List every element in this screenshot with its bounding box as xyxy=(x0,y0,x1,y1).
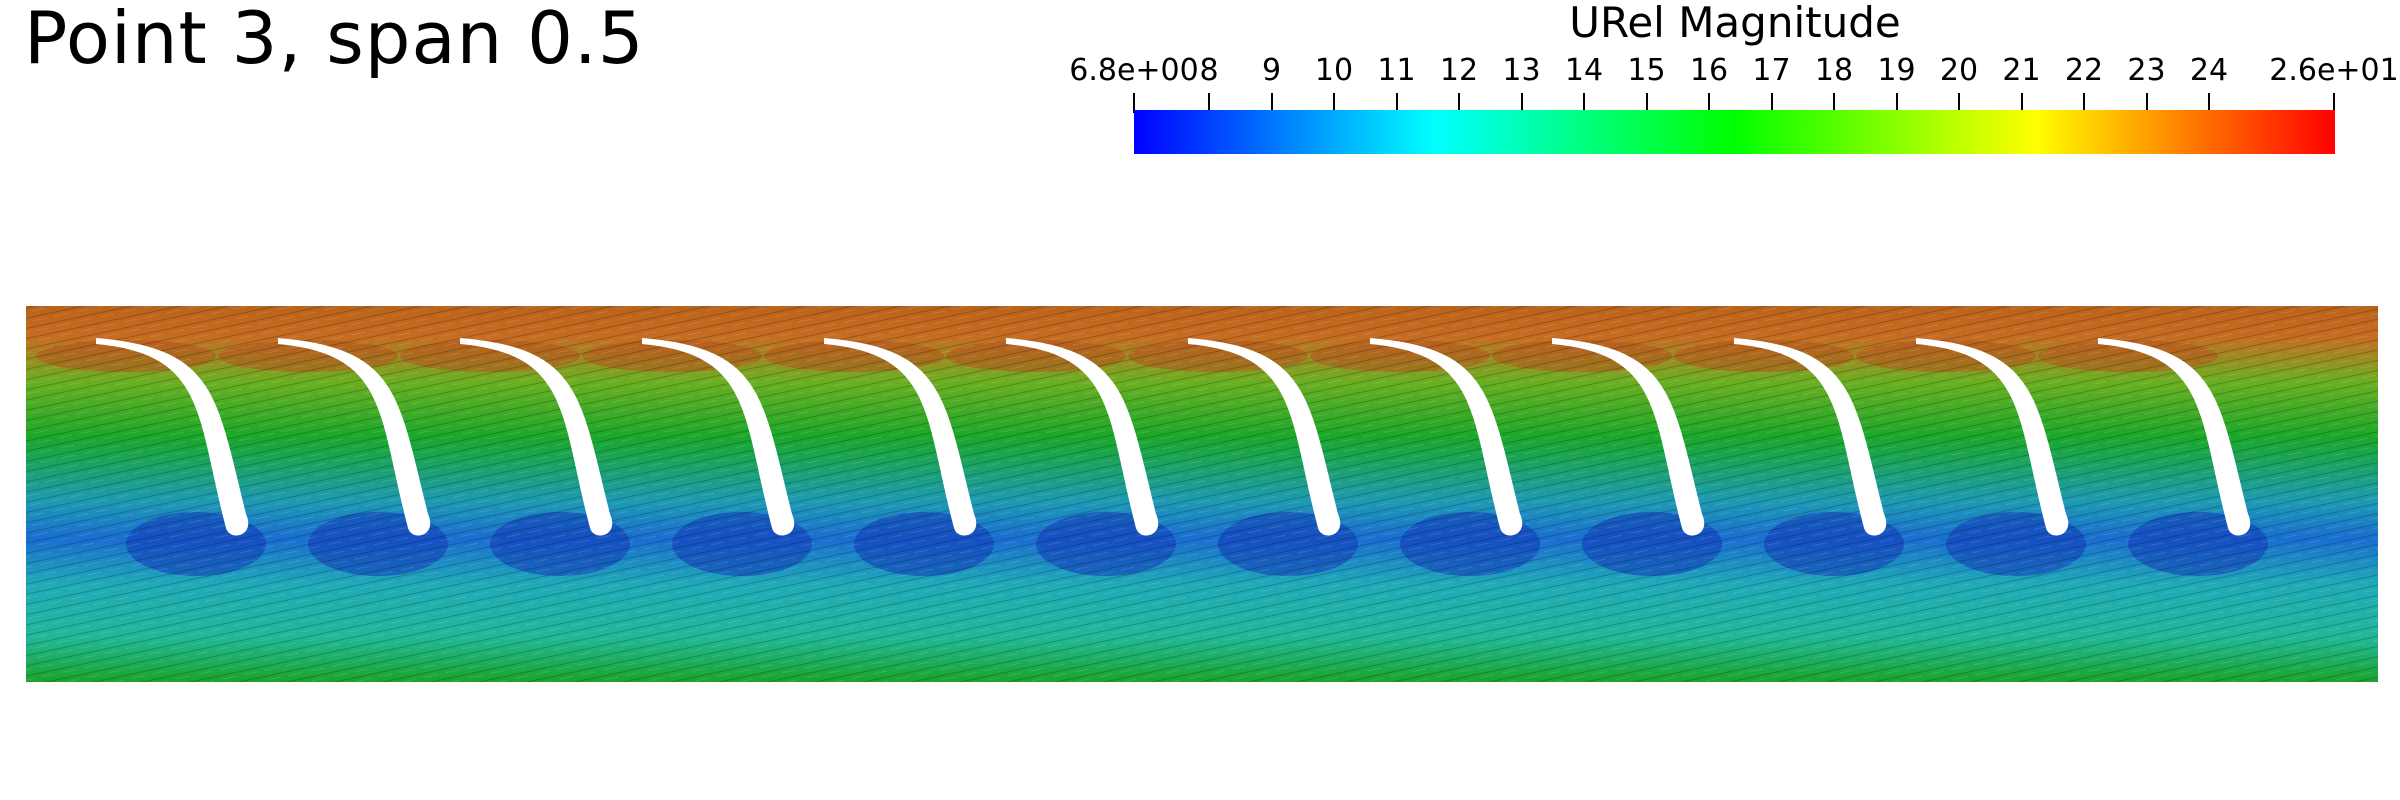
colorbar-tick-label: 12 xyxy=(1439,53,1479,88)
colorbar-tick-label: 8 xyxy=(1199,53,1219,88)
blade-profile xyxy=(1370,338,1523,536)
blade-profile xyxy=(2098,338,2251,536)
colorbar-tick-label: 9 xyxy=(1261,53,1282,88)
colorbar-tick xyxy=(1520,93,1523,113)
colorbar-tick-label: 17 xyxy=(1752,53,1791,88)
colorbar-tick-label: 15 xyxy=(1627,53,1666,88)
colorbar-tick xyxy=(1133,93,1135,113)
blade-profile xyxy=(1552,338,1705,536)
colorbar-tick-label: 23 xyxy=(2127,53,2166,88)
blade-profile xyxy=(1916,338,2069,536)
colorbar-gradient xyxy=(1134,110,2335,154)
colorbar-tick-label: 10 xyxy=(1314,53,1354,88)
colorbar-tick xyxy=(1958,93,1960,113)
blade-profile xyxy=(1734,338,1887,536)
blade-profile xyxy=(1006,338,1159,536)
colorbar-tick xyxy=(1333,93,1335,113)
blade-profile xyxy=(1188,338,1341,536)
colorbar-tick xyxy=(1270,93,1273,113)
colorbar-tick xyxy=(2145,93,2148,113)
colorbar-tick-label: 24 xyxy=(2189,53,2229,88)
colorbar-tick xyxy=(2208,93,2210,113)
blade-profile xyxy=(642,338,795,536)
colorbar-tick xyxy=(1895,93,1898,113)
colorbar-tick xyxy=(1208,93,1210,113)
blade-profile xyxy=(824,338,977,536)
colorbar-tick xyxy=(1833,93,1835,113)
colorbar-tick-label: 16 xyxy=(1689,53,1729,88)
colorbar-tick-label: 18 xyxy=(1814,53,1854,88)
colorbar-tick xyxy=(2333,93,2335,113)
colorbar-tick xyxy=(1458,93,1460,113)
colorbar-tick-label: 22 xyxy=(2064,53,2104,88)
colorbar-tick-label: 6.8e+00 xyxy=(1069,53,1199,88)
colorbar-tick-label: 19 xyxy=(1877,53,1916,88)
blade-profile xyxy=(96,338,249,536)
colorbar-tick xyxy=(1770,93,1773,113)
colorbar-tick-label: 2.6e+01 xyxy=(2269,53,2399,88)
blade-profile xyxy=(460,338,613,536)
colorbar-tick-label: 11 xyxy=(1377,53,1416,88)
velocity-field-plot xyxy=(26,306,2378,682)
colorbar-tick-label: 21 xyxy=(2002,53,2041,88)
colorbar-tick-label: 13 xyxy=(1502,53,1541,88)
colorbar-tick xyxy=(2083,93,2085,113)
blade-profile xyxy=(278,338,431,536)
colorbar-tick-label: 14 xyxy=(1564,53,1604,88)
colorbar-tick xyxy=(1708,93,1710,113)
colorbar-tick xyxy=(2020,93,2023,113)
colorbar-tick xyxy=(1583,93,1585,113)
colorbar-tick-label: 20 xyxy=(1939,53,1979,88)
colorbar-tick xyxy=(1395,93,1398,113)
colorbar-title: URel Magnitude xyxy=(1569,0,1901,47)
plot-title: Point 3, span 0.5 xyxy=(24,0,645,80)
colorbar-tick xyxy=(1645,93,1648,113)
